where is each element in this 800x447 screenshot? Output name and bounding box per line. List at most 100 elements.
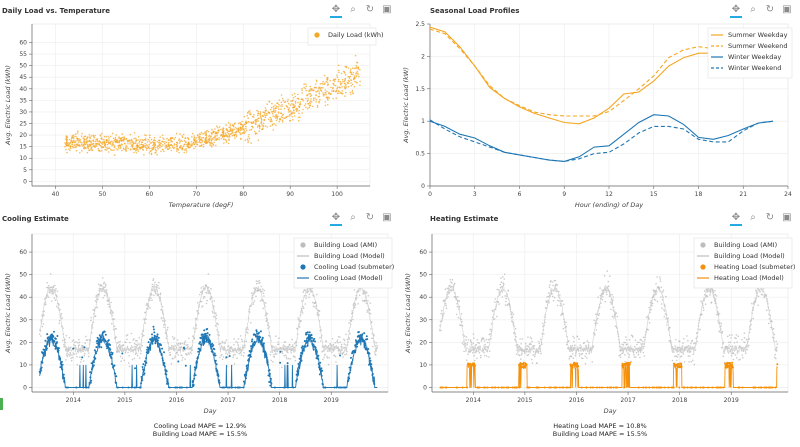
data-point bbox=[222, 342, 224, 344]
data-point bbox=[525, 345, 527, 347]
data-point bbox=[568, 358, 571, 360]
reset-icon[interactable]: ↻ bbox=[365, 212, 375, 223]
data-point bbox=[125, 144, 127, 147]
y-tick-label: 0 bbox=[23, 178, 27, 185]
data-point bbox=[648, 306, 651, 309]
data-point bbox=[260, 120, 263, 122]
data-point bbox=[465, 339, 467, 341]
zoom-icon[interactable]: ⌕ bbox=[350, 4, 356, 15]
y-tick-label: 0 bbox=[423, 384, 427, 391]
data-point bbox=[661, 307, 663, 309]
data-point bbox=[186, 343, 189, 346]
data-point bbox=[596, 322, 598, 325]
data-point bbox=[731, 334, 733, 336]
data-point bbox=[537, 350, 539, 353]
pan-icon[interactable]: ✥ bbox=[330, 212, 342, 226]
data-point bbox=[295, 108, 297, 110]
data-point bbox=[273, 353, 275, 356]
data-point bbox=[551, 293, 553, 295]
zoom-icon[interactable]: ⌕ bbox=[350, 212, 356, 223]
data-point bbox=[338, 92, 340, 94]
chart-daily-load[interactable]: 40 50 60 70 80 90 100051015202530354045505560T… bbox=[0, 0, 400, 210]
data-point bbox=[195, 327, 198, 330]
data-point bbox=[84, 135, 87, 138]
data-point bbox=[241, 132, 244, 134]
data-point bbox=[159, 146, 161, 149]
data-point bbox=[319, 337, 321, 339]
chart-heating-estimate[interactable]: 2014 2015 2016 2017 2018 20190102030405060Day… bbox=[400, 210, 800, 447]
data-point bbox=[310, 94, 313, 96]
data-point bbox=[331, 338, 334, 340]
data-point bbox=[297, 101, 299, 104]
reset-icon[interactable]: ↻ bbox=[365, 4, 375, 15]
data-point bbox=[121, 352, 124, 355]
data-point bbox=[489, 333, 492, 335]
data-point bbox=[212, 344, 215, 347]
data-point bbox=[251, 122, 254, 125]
data-point bbox=[144, 145, 147, 147]
save-icon[interactable]: ▣ bbox=[782, 4, 792, 15]
data-point bbox=[620, 346, 622, 348]
data-point bbox=[147, 147, 150, 149]
data-point bbox=[72, 146, 74, 149]
data-point bbox=[248, 129, 251, 131]
legend: Building Load (AMI)Building Load (Model)… bbox=[293, 237, 394, 289]
data-point bbox=[214, 324, 217, 327]
pan-icon[interactable]: ✥ bbox=[330, 4, 342, 18]
data-point bbox=[103, 135, 106, 138]
data-point bbox=[232, 354, 235, 356]
data-point bbox=[131, 358, 134, 361]
zoom-icon[interactable]: ⌕ bbox=[750, 212, 756, 223]
data-point bbox=[223, 142, 225, 144]
data-point bbox=[372, 345, 374, 348]
pan-icon[interactable]: ✥ bbox=[730, 212, 742, 226]
data-point bbox=[334, 84, 337, 87]
data-point bbox=[340, 82, 343, 85]
x-tick-label: 6 bbox=[518, 191, 522, 198]
data-point bbox=[84, 143, 87, 146]
data-point bbox=[186, 143, 188, 146]
data-point bbox=[343, 82, 346, 85]
data-point bbox=[665, 317, 667, 320]
data-point bbox=[127, 143, 129, 145]
data-point bbox=[149, 134, 151, 136]
save-icon[interactable]: ▣ bbox=[382, 4, 392, 15]
data-point bbox=[151, 283, 154, 286]
y-tick-label: 15 bbox=[19, 144, 27, 151]
data-point bbox=[693, 342, 695, 345]
data-point bbox=[122, 344, 125, 347]
data-point bbox=[603, 274, 606, 277]
data-point bbox=[92, 364, 95, 367]
data-point bbox=[152, 279, 154, 282]
data-point bbox=[100, 149, 103, 152]
zoom-icon[interactable]: ⌕ bbox=[750, 4, 756, 15]
data-point bbox=[145, 304, 148, 306]
data-point bbox=[210, 142, 212, 145]
data-point bbox=[130, 143, 132, 145]
reset-icon[interactable]: ↻ bbox=[765, 212, 775, 223]
data-point bbox=[299, 101, 302, 103]
save-icon[interactable]: ▣ bbox=[382, 212, 392, 223]
data-point bbox=[144, 134, 146, 136]
x-tick-label: 15 bbox=[650, 191, 658, 198]
data-point bbox=[709, 294, 711, 296]
data-point bbox=[243, 128, 245, 131]
data-point bbox=[284, 345, 286, 347]
data-point bbox=[311, 89, 313, 91]
data-point bbox=[754, 301, 757, 303]
data-point bbox=[272, 361, 274, 363]
y-tick-label: 2 bbox=[421, 53, 425, 60]
data-point bbox=[344, 74, 347, 76]
pan-icon[interactable]: ✥ bbox=[730, 4, 742, 18]
data-point bbox=[581, 352, 584, 355]
data-point bbox=[353, 76, 356, 79]
data-point bbox=[96, 138, 99, 140]
data-point bbox=[640, 343, 642, 345]
reset-icon[interactable]: ↻ bbox=[765, 4, 775, 15]
save-icon[interactable]: ▣ bbox=[782, 212, 792, 223]
data-point bbox=[184, 340, 187, 342]
data-point bbox=[661, 299, 664, 301]
chart-cooling-estimate[interactable]: 2014 2015 2016 2017 2018 20190102030405060Day… bbox=[0, 210, 400, 447]
data-point bbox=[122, 147, 125, 149]
